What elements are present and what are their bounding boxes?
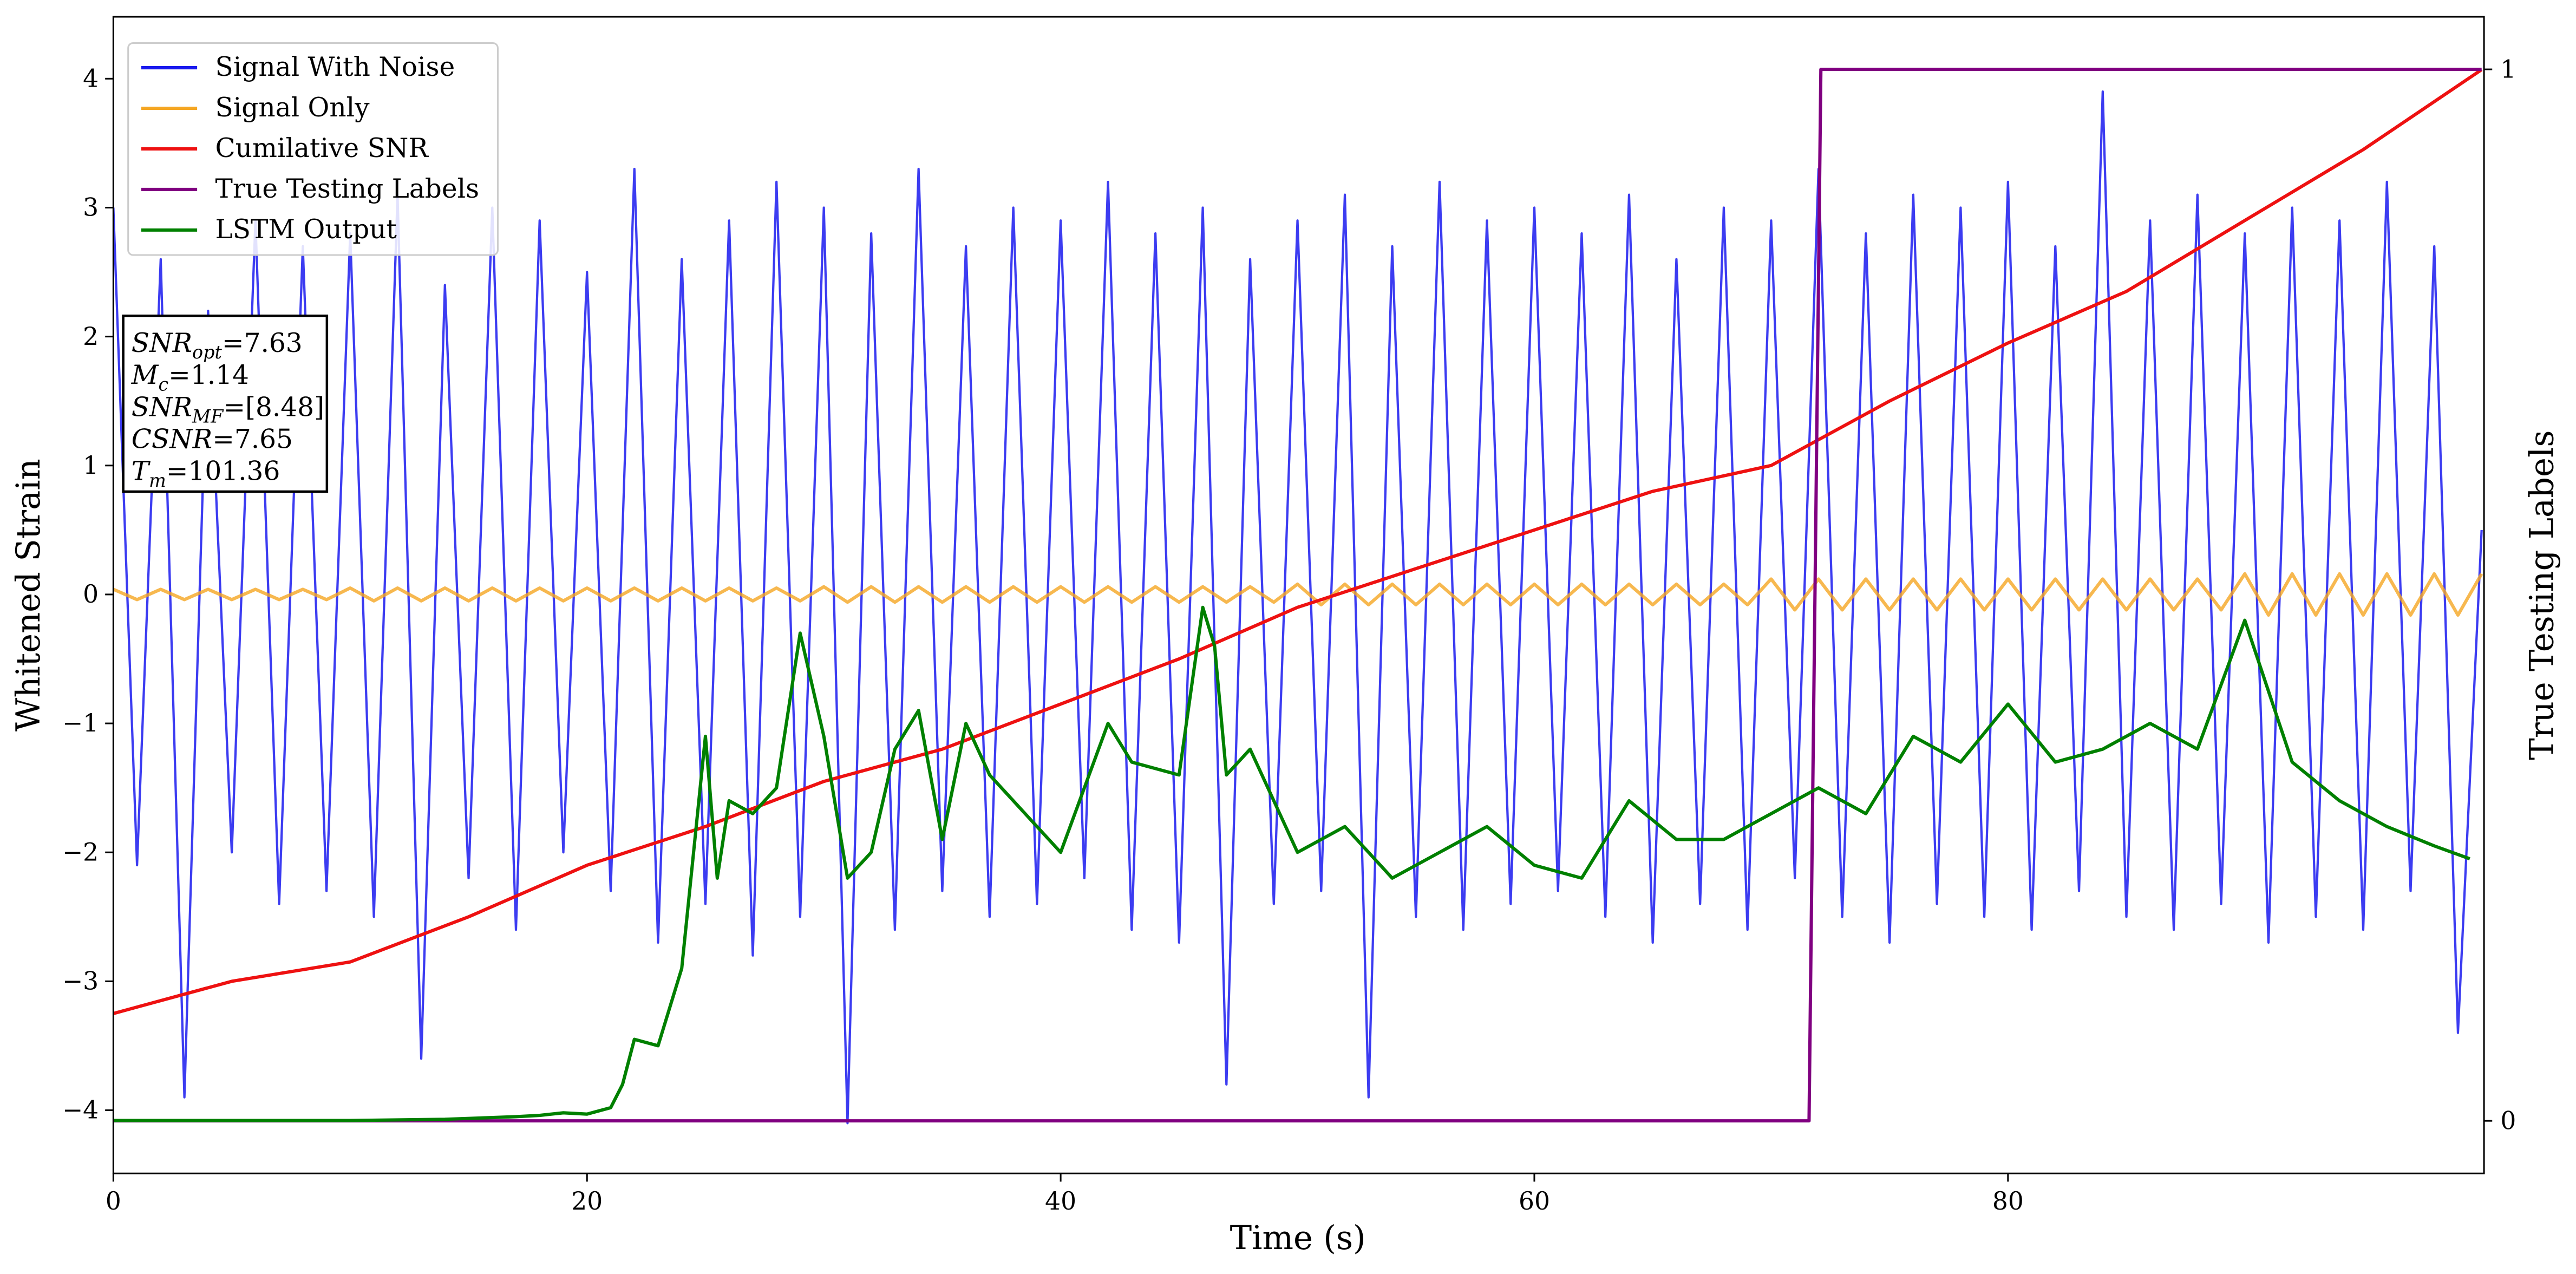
annotation-main: CSNR — [132, 424, 212, 455]
y-tick-label: 1 — [83, 451, 99, 480]
annotation-main: M — [131, 360, 159, 390]
annotation-rest: =7.63 — [222, 328, 303, 358]
legend-box — [127, 42, 499, 256]
annotation-text: SNRopt=7.63 — [132, 328, 303, 363]
annotation-box — [122, 314, 329, 493]
annotation-text: SNRMF=[8.48] — [132, 392, 324, 427]
legend-label: Cumilative SNR — [215, 133, 429, 164]
annotation-sub: MF — [192, 406, 224, 427]
y-tick-label: 2 — [83, 322, 99, 351]
x-tick-label: 80 — [1992, 1187, 2024, 1216]
x-axis-label: Time (s) — [1230, 1219, 1366, 1257]
annotation-sub: opt — [192, 342, 222, 363]
x-tick-label: 40 — [1045, 1187, 1076, 1216]
series-line — [113, 572, 2483, 617]
series-line — [113, 68, 2483, 1015]
y2-axis-label: True Testing Labels — [2523, 430, 2561, 760]
annotation-rest: =7.65 — [212, 424, 293, 455]
annotation-rest: =101.36 — [166, 456, 280, 487]
annotation-rest: =[8.48] — [223, 392, 324, 422]
legend-label: LSTM Output — [215, 214, 397, 245]
annotation-main: SNR — [132, 328, 192, 358]
y-tick-label: −1 — [62, 709, 99, 737]
x-tick-label: 60 — [1519, 1187, 1550, 1216]
x-tick-label: 0 — [106, 1187, 121, 1216]
annotation-text: CSNR=7.65 — [132, 424, 293, 455]
annotation-sub: c — [158, 374, 168, 395]
annotation: SNRopt=7.63Mc=1.14SNRMF=[8.48]CSNR=7.65T… — [122, 314, 329, 493]
legend: Signal With Noise Signal Only Cumilative S… — [127, 42, 499, 256]
x-tick-label: 20 — [571, 1187, 603, 1216]
y-axis-label: Whitened Strain — [10, 459, 48, 731]
y2-tick-label: 1 — [2500, 55, 2516, 83]
annotation-sub: m — [149, 470, 166, 491]
y-tick-label: 0 — [83, 580, 99, 609]
y-tick-label: 3 — [83, 193, 99, 222]
annotation-text: Mc=1.14 — [131, 360, 249, 395]
y-tick-label: −2 — [62, 838, 99, 866]
series-line — [113, 90, 2483, 1125]
annotation-main: SNR — [132, 392, 192, 422]
plot-area — [113, 68, 2483, 1125]
series-line — [113, 68, 2482, 1123]
legend-label: Signal Only — [215, 93, 370, 123]
y-tick-label: −3 — [62, 967, 99, 996]
legend-label: Signal With Noise — [215, 52, 455, 82]
annotation-rest: =1.14 — [168, 360, 249, 390]
legend-label: True Testing Labels — [215, 174, 480, 204]
annotation-main: T — [132, 456, 151, 487]
series-line — [113, 605, 2470, 1122]
annotation-text: Tm=101.36 — [132, 456, 280, 491]
y-tick-label: −4 — [62, 1096, 99, 1125]
y-tick-label: 4 — [83, 64, 99, 93]
y2-tick-label: 0 — [2500, 1106, 2516, 1135]
